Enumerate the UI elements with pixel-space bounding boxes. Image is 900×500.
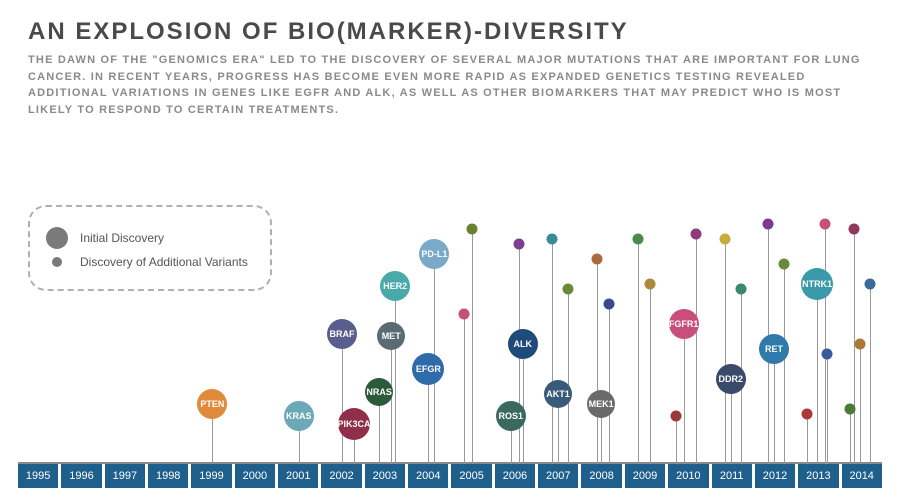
- marker-stem: [676, 416, 677, 464]
- initial-marker: MEK1: [587, 390, 615, 418]
- initial-marker: MET: [377, 322, 405, 350]
- marker-stem: [472, 229, 473, 464]
- initial-marker: RET: [759, 334, 789, 364]
- marker-stem: [638, 239, 639, 464]
- year-cell: 2009: [625, 464, 665, 488]
- marker-stem: [609, 304, 610, 464]
- variant-marker: [855, 339, 866, 350]
- variant-marker: [865, 279, 876, 290]
- marker-stem: [523, 344, 524, 464]
- timeline-chart: PTEN KRAS BRAF PIK3CANRAS MET HER2 EFGR PD-L1 RO…: [0, 170, 900, 500]
- year-cell: 1998: [148, 464, 188, 488]
- variant-marker: [645, 279, 656, 290]
- year-cell: 2012: [755, 464, 795, 488]
- variant-marker: [849, 224, 860, 235]
- variant-marker: [802, 409, 813, 420]
- variant-marker: [690, 229, 701, 240]
- initial-marker: NTRK1: [801, 268, 833, 300]
- year-cell: 2010: [668, 464, 708, 488]
- marker-stem: [597, 259, 598, 464]
- year-cell: 2005: [451, 464, 491, 488]
- variant-marker: [822, 349, 833, 360]
- marker-stem: [391, 336, 392, 464]
- marker-stem: [784, 264, 785, 464]
- marker-stem: [395, 286, 396, 464]
- year-cell: 2008: [581, 464, 621, 488]
- year-cell: 2011: [712, 464, 752, 488]
- variant-marker: [513, 239, 524, 250]
- marker-stem: [696, 234, 697, 464]
- variant-marker: [763, 219, 774, 230]
- page-title: AN EXPLOSION OF BIO(MARKER)-DIVERSITY: [28, 18, 872, 46]
- initial-marker: KRAS: [284, 401, 314, 431]
- year-cell: 1999: [191, 464, 231, 488]
- variant-marker: [670, 411, 681, 422]
- year-cell: 2007: [538, 464, 578, 488]
- page-subtitle: THE DAWN OF THE "GENOMICS ERA" LED TO TH…: [28, 52, 868, 118]
- variant-marker: [735, 284, 746, 295]
- year-cell: 2000: [235, 464, 275, 488]
- initial-marker: AKT1: [544, 380, 572, 408]
- variant-marker: [547, 234, 558, 245]
- initial-marker: PIK3CA: [338, 408, 370, 440]
- marker-stem: [825, 224, 826, 464]
- year-cell: 2003: [365, 464, 405, 488]
- initial-marker: EFGR: [412, 353, 444, 385]
- marker-stem: [807, 414, 808, 464]
- initial-marker: HER2: [380, 271, 410, 301]
- variant-marker: [466, 224, 477, 235]
- variant-marker: [845, 404, 856, 415]
- marker-stem: [650, 284, 651, 464]
- year-cell: 1996: [61, 464, 101, 488]
- marker-stem: [684, 324, 685, 464]
- marker-stem: [568, 289, 569, 464]
- marker-stem: [860, 344, 861, 464]
- year-cell: 2014: [842, 464, 882, 488]
- marker-stem: [342, 334, 343, 464]
- marker-stem: [464, 314, 465, 464]
- year-cell: 1997: [105, 464, 145, 488]
- year-cell: 2001: [278, 464, 318, 488]
- initial-marker: FGFR1: [669, 309, 699, 339]
- initial-marker: PTEN: [197, 389, 227, 419]
- marker-stem: [850, 409, 851, 464]
- year-cell: 2013: [798, 464, 838, 488]
- marker-stem: [870, 284, 871, 464]
- year-cell: 2006: [495, 464, 535, 488]
- year-cell: 1995: [18, 464, 58, 488]
- marker-stem: [552, 239, 553, 464]
- initial-marker: BRAF: [327, 319, 357, 349]
- variant-marker: [563, 284, 574, 295]
- variant-marker: [820, 219, 831, 230]
- marker-stem: [725, 239, 726, 464]
- variant-marker: [604, 299, 615, 310]
- initial-marker: DDR2: [716, 364, 746, 394]
- year-cell: 2002: [321, 464, 361, 488]
- initial-marker: ROS1: [496, 401, 526, 431]
- variant-marker: [719, 234, 730, 245]
- variant-marker: [592, 254, 603, 265]
- year-axis: 1995199619971998199920002001200220032004…: [18, 464, 882, 488]
- initial-marker: ALK: [508, 329, 538, 359]
- marker-stem: [827, 354, 828, 464]
- marker-stem: [817, 284, 818, 464]
- marker-stem: [774, 349, 775, 464]
- variant-marker: [633, 234, 644, 245]
- year-cell: 2004: [408, 464, 448, 488]
- initial-marker: NRAS: [365, 378, 393, 406]
- variant-marker: [458, 309, 469, 320]
- initial-marker: PD-L1: [419, 239, 449, 269]
- variant-marker: [779, 259, 790, 270]
